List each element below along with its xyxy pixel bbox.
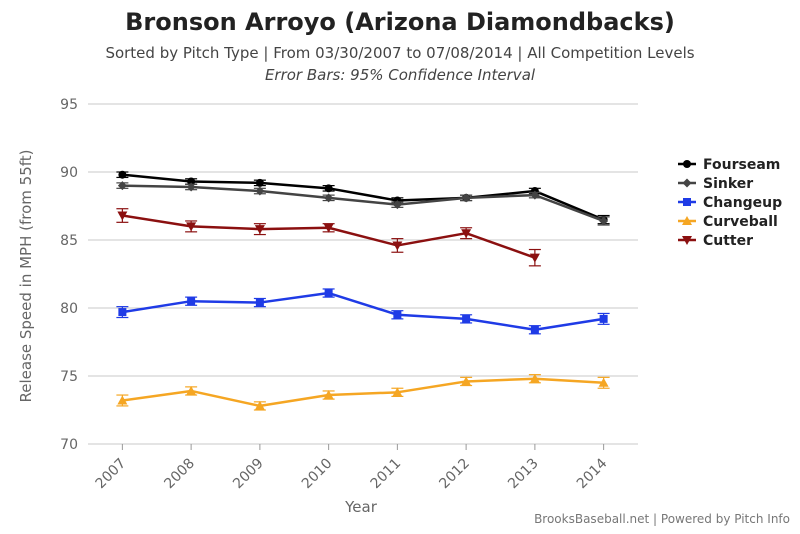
data-point-changeup[interactable] bbox=[599, 314, 608, 323]
data-point-curveball[interactable] bbox=[186, 385, 197, 395]
data-point-sinker[interactable] bbox=[324, 193, 334, 203]
data-point-cutter[interactable] bbox=[392, 241, 403, 251]
data-point-changeup[interactable] bbox=[118, 308, 127, 317]
data-point-cutter[interactable] bbox=[254, 225, 265, 235]
legend-label: Fourseam bbox=[703, 157, 780, 173]
y-axis-label: Release Speed in MPH (from 55ft) bbox=[17, 149, 35, 402]
x-axis-label: Year bbox=[344, 498, 378, 516]
data-point-curveball[interactable] bbox=[598, 377, 609, 387]
legend-item-cutter[interactable]: Cutter bbox=[678, 233, 753, 249]
series-sinker bbox=[116, 181, 610, 226]
x-tick-label: 2009 bbox=[230, 456, 267, 493]
x-tick-label: 2007 bbox=[93, 456, 130, 493]
data-point-sinker[interactable] bbox=[186, 182, 196, 192]
series-cutter bbox=[116, 208, 541, 267]
data-point-cutter[interactable] bbox=[186, 222, 197, 232]
grid-lines bbox=[88, 103, 638, 445]
series-line-fourseam bbox=[122, 173, 605, 221]
data-point-curveball[interactable] bbox=[254, 400, 265, 410]
data-point-sinker[interactable] bbox=[255, 186, 265, 196]
series-changeup bbox=[116, 288, 610, 335]
legend-marker-sinker[interactable] bbox=[682, 178, 692, 188]
x-tick-label: 2008 bbox=[161, 456, 198, 493]
data-point-changeup[interactable] bbox=[187, 297, 196, 306]
chart-subtitle-error-bars: Error Bars: 95% Confidence Interval bbox=[264, 66, 536, 84]
data-point-cutter[interactable] bbox=[323, 223, 334, 233]
legend-item-curveball[interactable]: Curveball bbox=[678, 214, 778, 230]
legend-marker-cutter[interactable] bbox=[682, 236, 692, 245]
series-line-cutter bbox=[122, 214, 536, 259]
data-point-sinker[interactable] bbox=[599, 216, 609, 226]
x-tick-label: 2012 bbox=[436, 456, 473, 493]
y-axis-ticks: 95 90 85 80 75 70 bbox=[60, 97, 78, 453]
data-point-curveball[interactable] bbox=[461, 376, 472, 386]
data-point-changeup[interactable] bbox=[462, 314, 471, 323]
data-point-changeup[interactable] bbox=[324, 289, 333, 298]
legend-marker-curveball[interactable] bbox=[682, 216, 692, 225]
legend-marker-changeup[interactable] bbox=[683, 198, 691, 206]
x-axis-ticks: 2007 2008 2009 2010 2011 2012 2013 2014 bbox=[93, 444, 611, 492]
data-point-cutter[interactable] bbox=[529, 253, 540, 263]
legend-label: Curveball bbox=[703, 214, 778, 230]
data-point-changeup[interactable] bbox=[393, 310, 402, 319]
data-point-fourseam[interactable] bbox=[118, 170, 127, 179]
series-group bbox=[116, 170, 610, 411]
data-point-curveball[interactable] bbox=[117, 395, 128, 405]
chart-subtitle: Sorted by Pitch Type | From 03/30/2007 t… bbox=[105, 44, 695, 62]
y-tick-label: 80 bbox=[60, 301, 78, 317]
data-point-changeup[interactable] bbox=[255, 298, 264, 307]
data-point-sinker[interactable] bbox=[392, 200, 402, 210]
data-point-curveball[interactable] bbox=[323, 390, 334, 400]
x-tick-label: 2014 bbox=[574, 455, 611, 492]
series-curveball bbox=[116, 373, 610, 411]
data-point-cutter[interactable] bbox=[461, 229, 472, 239]
legend-label: Changeup bbox=[703, 195, 782, 211]
data-point-sinker[interactable] bbox=[461, 193, 471, 203]
data-point-changeup[interactable] bbox=[530, 325, 539, 334]
data-point-curveball[interactable] bbox=[392, 387, 403, 397]
legend-item-sinker[interactable]: Sinker bbox=[678, 176, 753, 192]
data-point-fourseam[interactable] bbox=[255, 178, 264, 187]
legend-label: Sinker bbox=[703, 176, 753, 192]
legend-item-changeup[interactable]: Changeup bbox=[678, 195, 782, 211]
legend-marker-fourseam[interactable] bbox=[683, 160, 691, 168]
series-line-changeup bbox=[122, 291, 604, 332]
data-point-fourseam[interactable] bbox=[324, 184, 333, 193]
series-line-curveball bbox=[122, 377, 604, 408]
data-point-curveball[interactable] bbox=[529, 373, 540, 383]
legend-item-fourseam[interactable]: Fourseam bbox=[678, 157, 780, 173]
legend-label: Cutter bbox=[703, 233, 753, 249]
data-point-sinker[interactable] bbox=[117, 181, 127, 191]
x-tick-label: 2013 bbox=[505, 456, 542, 493]
chart-title: Bronson Arroyo (Arizona Diamondbacks) bbox=[125, 8, 675, 36]
data-point-cutter[interactable] bbox=[117, 211, 128, 221]
data-point-fourseam[interactable] bbox=[187, 177, 196, 186]
series-line-sinker bbox=[122, 184, 605, 223]
x-tick-label: 2010 bbox=[299, 456, 336, 493]
y-tick-label: 85 bbox=[60, 233, 78, 249]
x-tick-label: 2011 bbox=[368, 456, 405, 493]
legend[interactable]: Fourseam Sinker Changeup Curveball Cutter bbox=[678, 157, 782, 249]
y-tick-label: 70 bbox=[60, 437, 78, 453]
y-tick-label: 90 bbox=[60, 165, 78, 181]
y-tick-label: 75 bbox=[60, 369, 78, 385]
footer-credit[interactable]: BrooksBaseball.net | Powered by Pitch In… bbox=[534, 512, 790, 526]
data-point-sinker[interactable] bbox=[530, 190, 540, 200]
y-tick-label: 95 bbox=[60, 97, 78, 113]
